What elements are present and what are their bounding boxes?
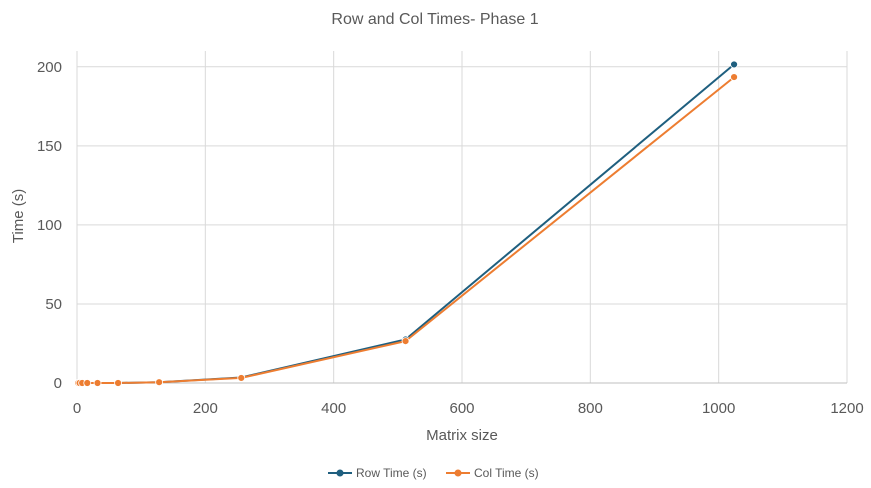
data-point xyxy=(237,374,246,382)
y-axis-title: Time (s) xyxy=(10,189,27,243)
y-tick-label: 200 xyxy=(37,59,62,76)
x-axis-title: Matrix size xyxy=(426,427,498,444)
grid-layer xyxy=(76,51,848,384)
series-line xyxy=(78,63,735,384)
chart-title: Row and Col Times- Phase 1 xyxy=(331,11,538,28)
data-point xyxy=(730,60,738,69)
legend-item: Col Time (s) xyxy=(446,466,539,480)
y-tick-label: 50 xyxy=(45,296,62,313)
data-point xyxy=(93,379,102,387)
data-point xyxy=(83,379,92,387)
x-tick-label: 400 xyxy=(321,400,346,417)
data-point xyxy=(401,337,410,346)
series-layer xyxy=(74,60,738,387)
x-tick-label: 200 xyxy=(193,400,218,417)
x-tick-label: 1200 xyxy=(830,400,863,417)
data-point xyxy=(155,378,164,387)
y-tick-label: 100 xyxy=(37,217,62,234)
legend-item: Row Time (s) xyxy=(328,466,427,480)
y-tick-label: 150 xyxy=(37,138,62,155)
x-tick-label: 800 xyxy=(578,400,603,417)
tick-label-layer: 0 200 400 600 800 1000 1200 0 50 100 150 200 xyxy=(37,59,864,417)
series-col-time xyxy=(74,73,738,387)
data-point xyxy=(114,379,122,387)
x-tick-label: 0 xyxy=(73,400,81,417)
legend-label: Col Time (s) xyxy=(474,466,539,480)
legend-label: Row Time (s) xyxy=(356,466,427,480)
legend-marker xyxy=(336,469,344,477)
legend: Row Time (s) Col Time (s) xyxy=(328,466,539,480)
legend-marker xyxy=(454,469,462,477)
data-point xyxy=(730,73,738,81)
x-tick-label: 1000 xyxy=(702,400,735,417)
y-tick-label: 0 xyxy=(54,375,62,392)
x-tick-label: 600 xyxy=(449,400,474,417)
